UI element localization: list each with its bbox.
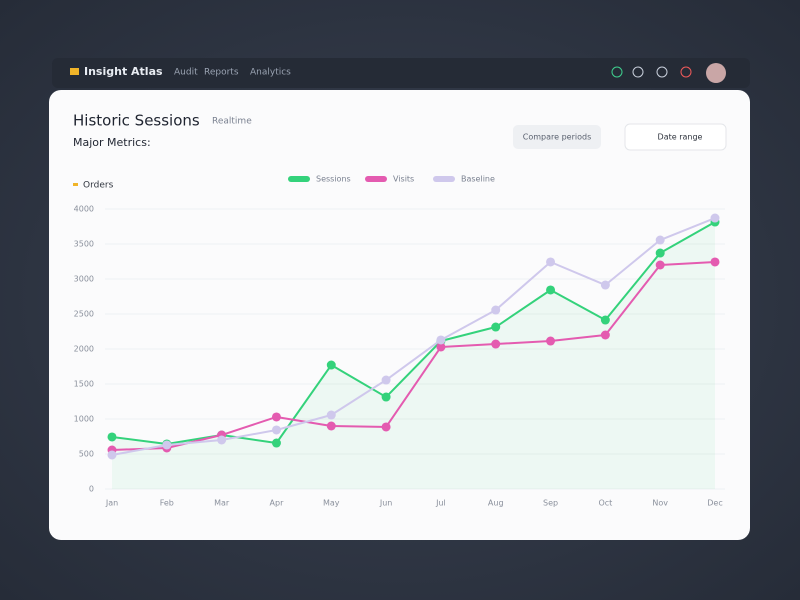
y-tick-label: 1500 bbox=[74, 380, 94, 389]
point bbox=[710, 257, 720, 267]
point bbox=[655, 235, 665, 245]
metric-label: Orders bbox=[83, 181, 114, 191]
icon[interactable] bbox=[611, 66, 623, 78]
brand-icon bbox=[70, 68, 79, 75]
point bbox=[217, 435, 227, 445]
x-tick-label: Dec bbox=[707, 499, 722, 508]
x-tick-label: Apr bbox=[270, 499, 285, 508]
metric-dot bbox=[73, 183, 78, 186]
nav-item[interactable]: Analytics bbox=[250, 68, 291, 78]
panel-subtitle: Realtime bbox=[212, 117, 252, 127]
icon[interactable] bbox=[680, 66, 692, 78]
button[interactable] bbox=[513, 125, 601, 149]
brand: Insight Atlas bbox=[84, 65, 163, 78]
y-tick-label: 500 bbox=[79, 450, 94, 459]
point bbox=[107, 450, 117, 460]
button-label[interactable]: Compare periods bbox=[523, 133, 591, 142]
legend-swatch bbox=[288, 176, 310, 182]
x-tick-label: Jun bbox=[379, 499, 393, 508]
point bbox=[271, 425, 281, 435]
legend-label: Baseline bbox=[461, 175, 495, 184]
button-label[interactable]: Date range bbox=[658, 133, 703, 142]
x-tick-label: Sep bbox=[543, 499, 558, 508]
x-tick-label: Mar bbox=[214, 499, 230, 508]
point bbox=[600, 330, 610, 340]
x-tick-label: Jan bbox=[105, 499, 118, 508]
point bbox=[381, 422, 391, 432]
y-tick-label: 2000 bbox=[74, 345, 94, 354]
legend-swatch bbox=[365, 176, 387, 182]
point bbox=[491, 322, 501, 332]
point bbox=[655, 260, 665, 270]
point bbox=[162, 440, 172, 450]
point bbox=[546, 336, 556, 346]
icon[interactable] bbox=[632, 66, 644, 78]
avatar[interactable] bbox=[706, 63, 726, 83]
point bbox=[381, 375, 391, 385]
panel-title: Historic Sessions bbox=[73, 112, 200, 130]
y-tick-label: 4000 bbox=[74, 205, 94, 214]
y-tick-label: 1000 bbox=[74, 415, 94, 424]
x-tick-label: Nov bbox=[652, 499, 668, 508]
point bbox=[436, 335, 446, 345]
area bbox=[112, 222, 715, 489]
point bbox=[326, 410, 336, 420]
point bbox=[655, 248, 665, 258]
nav-item[interactable]: Audit bbox=[174, 68, 198, 78]
top-bar bbox=[52, 58, 750, 88]
y-tick-label: 3000 bbox=[74, 275, 94, 284]
point bbox=[271, 438, 281, 448]
y-tick-label: 0 bbox=[89, 485, 94, 494]
point bbox=[326, 360, 336, 370]
card bbox=[49, 90, 750, 540]
x-tick-label: Aug bbox=[488, 499, 504, 508]
y-tick-label: 2500 bbox=[74, 310, 94, 319]
point bbox=[381, 392, 391, 402]
point bbox=[491, 339, 501, 349]
x-tick-label: May bbox=[323, 499, 340, 508]
button[interactable] bbox=[624, 123, 727, 151]
series-line bbox=[111, 217, 716, 456]
x-tick-label: Feb bbox=[160, 499, 174, 508]
point bbox=[326, 421, 336, 431]
y-tick-label: 3500 bbox=[74, 240, 94, 249]
point bbox=[600, 280, 610, 290]
x-tick-label: Jul bbox=[435, 499, 446, 508]
panel-caption: Major Metrics: bbox=[73, 136, 151, 149]
point bbox=[546, 285, 556, 295]
nav-item[interactable]: Reports bbox=[204, 68, 239, 78]
point bbox=[436, 342, 446, 352]
point bbox=[546, 257, 556, 267]
point bbox=[710, 213, 720, 223]
legend-label: Sessions bbox=[316, 175, 351, 184]
icon[interactable] bbox=[656, 66, 668, 78]
point bbox=[491, 305, 501, 315]
series-line bbox=[111, 260, 716, 452]
point bbox=[107, 432, 117, 442]
legend-label: Visits bbox=[393, 175, 414, 184]
point bbox=[271, 412, 281, 422]
legend-swatch bbox=[433, 176, 455, 182]
x-tick-label: Oct bbox=[598, 499, 612, 508]
point bbox=[600, 315, 610, 325]
